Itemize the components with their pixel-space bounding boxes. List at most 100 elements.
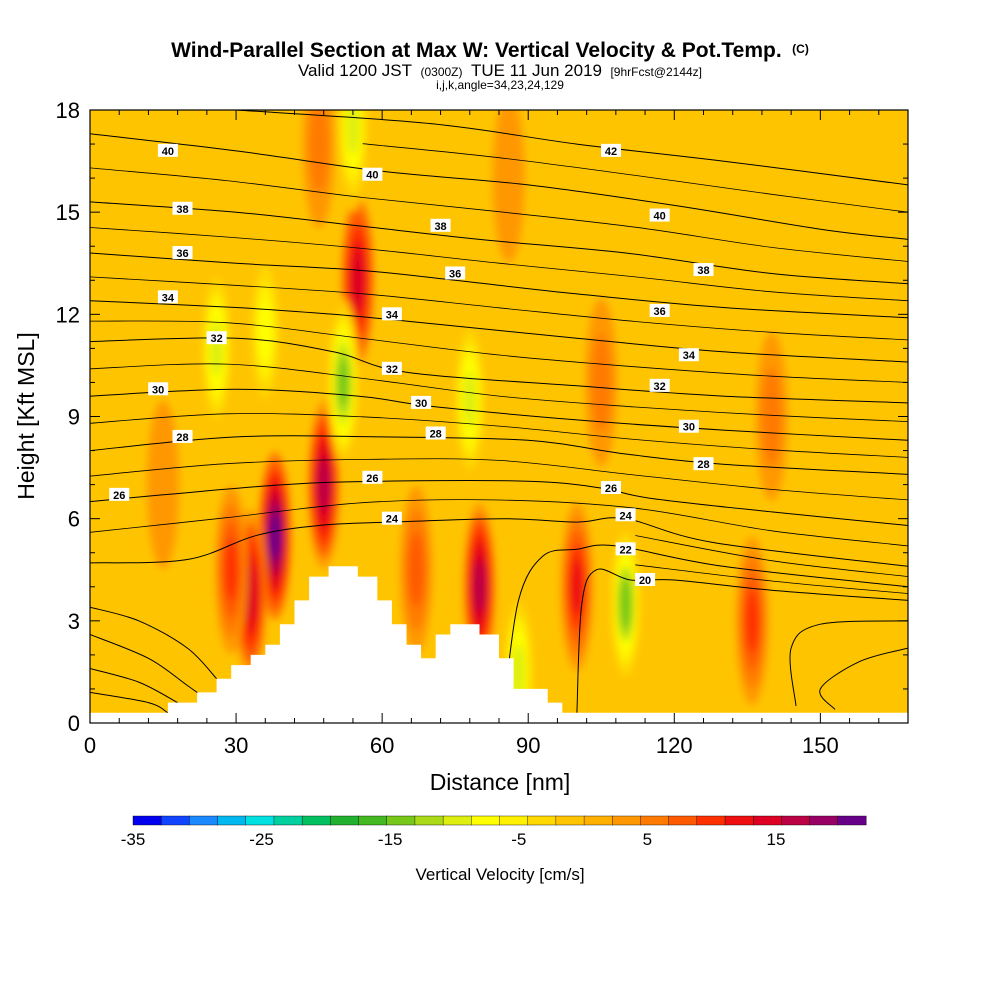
contour-label-38: 38	[693, 263, 714, 277]
velocity-cell	[591, 333, 612, 432]
contour-label-text: 34	[162, 292, 175, 304]
contour-label-24: 24	[615, 508, 636, 522]
velocity-cell	[346, 110, 360, 156]
colorbar-tick-label: -25	[249, 830, 274, 849]
contour-label-text: 32	[210, 333, 222, 345]
theta-contour-28	[90, 435, 908, 475]
velocity-cell	[210, 320, 223, 377]
colorbar-tick-label: 15	[767, 830, 786, 849]
colorbar-segment	[330, 815, 360, 826]
y-tick-label: 18	[56, 98, 80, 123]
contour-label-text: 30	[152, 384, 164, 396]
theta-contour-minor	[90, 363, 908, 422]
contour-label-32: 32	[206, 331, 227, 345]
velocity-cell	[570, 558, 584, 615]
theta-contour-lower	[90, 668, 178, 704]
contour-label-text: 22	[619, 544, 631, 556]
x-tick-label: 120	[656, 733, 693, 758]
colorbar-segment	[583, 815, 613, 826]
colorbar-segment	[273, 815, 303, 826]
contour-label-text: 32	[654, 381, 666, 393]
colorbar-tick-label: -35	[121, 830, 146, 849]
contour-label-text: 42	[605, 146, 617, 158]
velocity-cell	[512, 643, 525, 700]
contour-label-text: 28	[697, 459, 709, 471]
velocity-cell	[745, 589, 760, 653]
theta-contour-minor	[362, 143, 908, 213]
colorbar-segment	[471, 815, 500, 826]
velocity-cell	[337, 358, 349, 407]
theta-contour-minor	[90, 458, 908, 501]
contour-label-text: 30	[683, 422, 695, 434]
velocity-cell	[224, 538, 239, 602]
contour-label-text: 30	[415, 398, 427, 410]
velocity-cell	[269, 512, 281, 559]
velocity-cell	[244, 565, 258, 622]
colorbar-segment	[837, 815, 867, 826]
colorbar-segment	[724, 815, 754, 826]
y-tick-label: 15	[56, 200, 80, 225]
contour-label-40: 40	[362, 167, 383, 182]
contour-label-text: 26	[113, 490, 125, 502]
velocity-cell	[258, 299, 273, 363]
colorbar-segment	[696, 815, 726, 826]
contour-label-40: 40	[649, 208, 670, 223]
contour-label-26: 26	[362, 470, 383, 485]
colorbar-segment	[442, 815, 472, 826]
colorbar-segment	[527, 815, 557, 826]
contour-label-32: 32	[649, 378, 670, 393]
x-axis-label: Distance [nm]	[430, 769, 571, 795]
colorbar-ticks: -35 -25 -15 -5 5 15	[121, 830, 786, 849]
velocity-field	[147, 110, 788, 723]
theta-contour-lower	[90, 606, 217, 680]
y-axis-label: Height [Kft MSL]	[13, 332, 39, 499]
theta-contour-minor	[90, 499, 908, 547]
colorbar-segment	[386, 815, 416, 826]
x-axis: 0 30 60 90 120 150	[84, 110, 880, 758]
theta-contour-minor	[635, 535, 908, 577]
contour-label-38: 38	[172, 201, 193, 216]
colorbar-segment	[132, 815, 162, 826]
theta-contour-minor	[90, 320, 908, 383]
x-tick-label: 150	[802, 733, 839, 758]
x-tick-label: 30	[224, 733, 248, 758]
theta-contour-minor	[90, 276, 908, 341]
contour-label-34: 34	[157, 290, 178, 304]
x-tick-label: 90	[516, 733, 540, 758]
theta-contour-42	[236, 110, 908, 186]
y-tick-label: 6	[68, 507, 80, 532]
theta-contour-34	[90, 300, 908, 363]
velocity-cell	[308, 110, 329, 194]
contour-label-text: 34	[683, 350, 696, 362]
x-tick-label: 0	[84, 733, 96, 758]
contour-label-36: 36	[649, 303, 670, 318]
contour-label-34: 34	[381, 307, 402, 321]
contour-label-text: 36	[449, 268, 461, 280]
theta-contour-lower	[90, 691, 169, 714]
plot-area: 40 40 42 38 38 40 36 36 38 34 34 36 32 32 34 30 30 32 28 28…	[90, 110, 908, 723]
velocity-cell	[351, 252, 365, 309]
y-tick-label: 3	[68, 609, 80, 634]
contour-label-28: 28	[172, 429, 193, 444]
contour-label-text: 26	[605, 483, 617, 495]
chart-subtitle: Valid 1200 JST (0300Z) TUE 11 Jun 2019 […	[298, 61, 702, 80]
velocity-cell	[498, 129, 519, 228]
theta-contour-24	[90, 517, 908, 567]
contour-label-text: 28	[430, 429, 442, 441]
theta-contour-minor	[635, 564, 908, 594]
colorbar-segment	[245, 815, 275, 826]
velocity-cell	[153, 435, 174, 534]
contour-label-32: 32	[381, 361, 402, 376]
contour-label-text: 36	[176, 248, 188, 260]
theta-contour-30	[90, 388, 908, 441]
theta-contour-minor	[90, 227, 908, 302]
theta-contour-32	[90, 337, 908, 404]
contour-label-text: 26	[366, 473, 378, 485]
theta-contour-lower	[789, 620, 908, 707]
colorbar-segment	[414, 815, 444, 826]
velocity-cell	[463, 371, 477, 428]
theta-contour-38	[90, 201, 908, 285]
colorbar-segment	[217, 815, 247, 826]
colorbar-tick-label: -5	[511, 830, 526, 849]
